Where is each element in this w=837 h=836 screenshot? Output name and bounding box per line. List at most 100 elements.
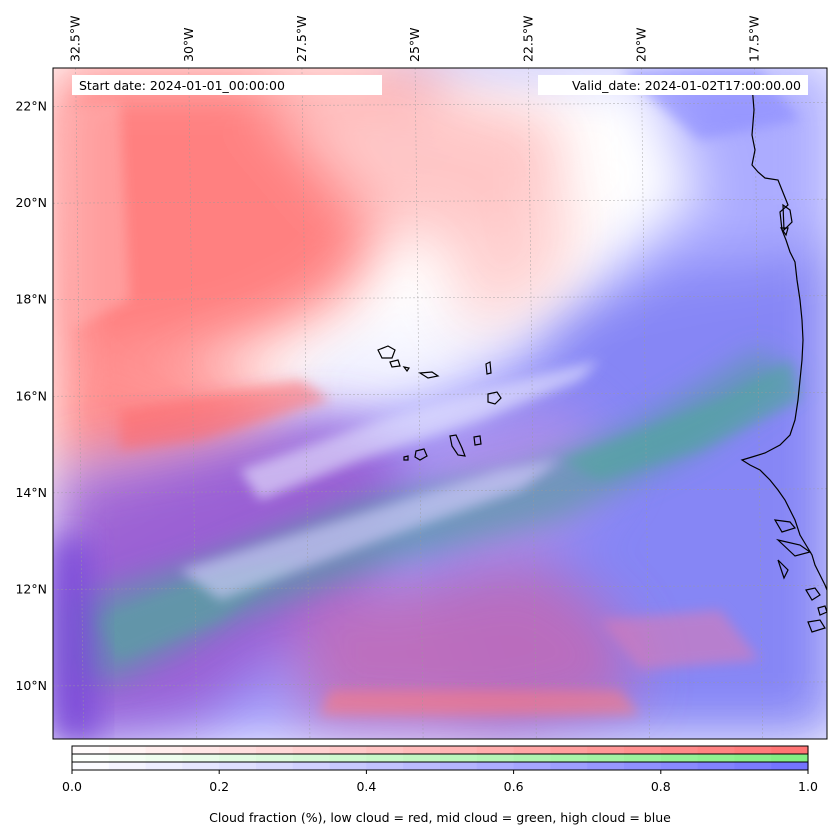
valid-date-box	[538, 75, 808, 95]
colorbar-segment	[72, 746, 110, 754]
coastlines	[740, 84, 827, 633]
colorbar-segment	[72, 754, 110, 762]
cape-verde-islands	[377, 345, 502, 461]
colorbar-segment	[145, 762, 183, 770]
parallel-line	[53, 102, 827, 107]
lat-tick-label: 10°N	[15, 678, 47, 693]
sao-nicolau-island	[418, 371, 440, 379]
colorbar-segment	[660, 754, 699, 762]
colorbar-segment	[476, 754, 515, 762]
lon-tick-label: 20°W	[633, 27, 648, 62]
africa-coastline	[740, 84, 827, 592]
colorbar-label: Cloud fraction (%), low cloud = red, mid…	[209, 810, 671, 825]
colorbar-segment	[660, 762, 699, 770]
lat-tick-label: 14°N	[15, 485, 47, 500]
colorbar-segment	[587, 746, 625, 754]
parallel-line	[53, 585, 827, 590]
colorbar-tick-label: 0.4	[356, 779, 376, 794]
colorbar-segment	[587, 754, 625, 762]
colorbar-segment	[550, 754, 588, 762]
map-gridlines	[53, 68, 827, 739]
lon-tick-label: 17.5°W	[747, 16, 762, 62]
colorbar-segment	[403, 754, 441, 762]
lat-tick-label: 22°N	[15, 99, 47, 114]
lat-tick-label: 20°N	[15, 195, 47, 210]
maio-island	[473, 435, 482, 446]
colorbar-segment	[366, 754, 404, 762]
colorbar-segment	[697, 746, 735, 754]
parallel-line	[53, 198, 827, 204]
colorbar-segment	[440, 762, 478, 770]
colorbar-segment	[256, 762, 294, 770]
colorbar-row-high	[72, 762, 809, 770]
parallel-line	[53, 681, 827, 687]
lon-tick-label: 27.5°W	[294, 16, 309, 62]
sal-island	[485, 361, 492, 375]
parallel-line	[53, 295, 827, 301]
santo-antao-island	[377, 345, 396, 359]
colorbar-segment	[329, 746, 367, 754]
colorbar-segment	[624, 754, 662, 762]
boa-vista-island	[487, 391, 502, 405]
colorbar-segment	[256, 754, 294, 762]
brava-island	[403, 455, 409, 461]
colorbar-segment	[771, 746, 809, 754]
colorbar-segment	[72, 762, 110, 770]
colorbar-segment	[219, 746, 257, 754]
colorbar-segment	[108, 762, 147, 770]
colorbar-segment	[550, 746, 588, 754]
lon-tick-label: 22.5°W	[520, 16, 535, 62]
colorbar-segment	[440, 746, 478, 754]
colorbar-segment	[182, 762, 220, 770]
colorbar-segment	[403, 746, 441, 754]
colorbar-segment	[587, 762, 625, 770]
colorbar-frame	[71, 745, 809, 771]
colorbar-segment	[256, 746, 294, 754]
colorbar-segment	[734, 762, 772, 770]
map-frame	[52, 67, 828, 740]
colorbar-segment	[145, 754, 183, 762]
lat-tick-label: 12°N	[15, 581, 47, 596]
colorbar-segment	[182, 754, 220, 762]
colorbar-segment	[182, 746, 220, 754]
colorbar-segment	[697, 762, 735, 770]
colorbar-segment	[292, 754, 331, 762]
colorbar-segment	[550, 762, 588, 770]
colorbar-segment	[734, 754, 772, 762]
colorbar: 0.0 0.2 0.4 0.6 0.8 1.0 Cloud fraction (%), l…	[62, 745, 818, 825]
colorbar-segment	[329, 754, 367, 762]
colorbar-segment	[624, 762, 662, 770]
colorbar-tick-label: 0.6	[504, 779, 524, 794]
lat-tick-label: 18°N	[15, 292, 47, 307]
colorbar-segment	[219, 754, 257, 762]
lon-tick-label: 25°W	[407, 27, 422, 62]
longitude-labels: 32.5°W 30°W 27.5°W 25°W 22.5°W 20°W 17.5°W	[68, 16, 762, 62]
colorbar-tick-label: 0.2	[209, 779, 229, 794]
colorbar-segment	[734, 746, 772, 754]
colorbar-segment	[513, 746, 551, 754]
colorbar-segment	[403, 762, 441, 770]
colorbar-segment	[476, 746, 515, 754]
colorbar-segment	[697, 754, 735, 762]
colorbar-segment	[108, 746, 147, 754]
latitude-labels: 22°N 20°N 18°N 16°N 14°N 12°N 10°N	[15, 99, 47, 693]
santa-luzia-island	[402, 366, 410, 373]
colorbar-segment	[771, 754, 809, 762]
colorbar-segment	[513, 754, 551, 762]
colorbar-tick-label: 0.8	[651, 779, 671, 794]
colorbar-segment	[476, 762, 515, 770]
lon-tick-label: 32.5°W	[68, 16, 83, 62]
colorbar-segment	[219, 762, 257, 770]
lat-tick-label: 16°N	[15, 388, 47, 403]
fogo-island	[414, 448, 428, 461]
colorbar-row-mid	[72, 754, 809, 762]
colorbar-segment	[108, 754, 147, 762]
start-date-annotation: Start date: 2024-01-01_00:00:00	[79, 78, 285, 93]
colorbar-segment	[292, 762, 331, 770]
start-date-box	[72, 75, 382, 95]
colorbar-tick-label: 1.0	[798, 779, 818, 794]
colorbar-segment	[660, 746, 699, 754]
colorbar-row-low	[72, 746, 809, 754]
lon-tick-label: 30°W	[181, 27, 196, 62]
